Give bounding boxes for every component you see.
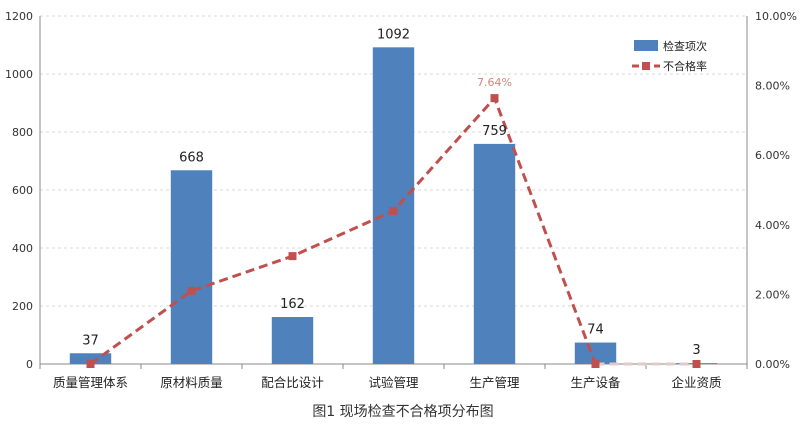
y-right-tick-label: 0.00%	[755, 358, 790, 371]
axes: 0 200 400 600 800 1000 1200 0.00% 2.00% 4.00% 6.00…	[5, 10, 797, 390]
legend-label-line: 不合格率	[663, 59, 707, 73]
y-right-tick-label: 4.00%	[755, 219, 790, 232]
x-tick-label: 生产设备	[570, 375, 621, 390]
grid-lines	[40, 15, 747, 307]
bar	[372, 47, 415, 364]
y-left-tick-label: 600	[12, 184, 33, 197]
y-right-tick-label: 10.00%	[755, 10, 797, 23]
chart-canvas: 0 200 400 600 800 1000 1200 0.00% 2.00% 4.00% 6.00…	[5, 10, 797, 390]
x-tick-label: 企业资质	[671, 375, 721, 390]
bar	[271, 317, 314, 364]
data-labels: 37 668 162 1092 759 74 3 7.64%	[82, 27, 700, 358]
y-left-tick-label: 1000	[5, 68, 33, 81]
bar-series	[69, 47, 718, 364]
rate-marker	[187, 286, 196, 295]
y-left-tick-label: 400	[12, 242, 33, 255]
bar	[69, 353, 112, 364]
bar	[574, 342, 617, 364]
x-tick-label: 生产管理	[469, 375, 520, 390]
bar-value-label: 1092	[377, 27, 410, 42]
x-tick-label: 原材料质量	[160, 375, 223, 390]
y-right-tick-label: 8.00%	[755, 80, 790, 93]
y-right-tick-label: 6.00%	[755, 149, 790, 162]
rate-marker	[692, 360, 701, 368]
rate-marker	[288, 252, 297, 261]
chart-caption: 图1 现场检查不合格项分布图	[312, 404, 494, 420]
rate-marker	[591, 360, 600, 368]
rate-line	[89, 95, 597, 366]
x-tick-label: 试验管理	[368, 375, 419, 390]
y-left-tick-label: 200	[12, 300, 33, 313]
y-right-tick-label: 2.00%	[755, 288, 790, 301]
bar	[473, 143, 516, 364]
bar-value-label: 37	[82, 333, 99, 348]
y-left-tick-label: 0	[26, 358, 33, 371]
rate-marker	[86, 360, 95, 368]
line-series	[86, 94, 701, 368]
rate-peak-label: 7.64%	[477, 76, 512, 89]
bar-value-label: 3	[692, 343, 700, 358]
y-left-tick-label: 1200	[5, 10, 33, 23]
bar-value-label: 74	[587, 323, 604, 338]
rate-marker	[490, 94, 499, 103]
x-tick-label: 质量管理体系	[53, 375, 128, 390]
legend-label-bar: 检查项次	[663, 39, 707, 53]
bar-value-label: 668	[179, 150, 204, 165]
y-left-tick-label: 800	[12, 126, 33, 139]
bar-value-label: 162	[280, 297, 305, 312]
x-tick-label: 配合比设计	[261, 375, 324, 390]
legend-swatch-bar	[634, 40, 658, 51]
rate-marker	[389, 206, 398, 215]
bar-value-label: 759	[482, 124, 507, 139]
bar	[170, 170, 213, 364]
legend-swatch-marker	[642, 62, 650, 70]
